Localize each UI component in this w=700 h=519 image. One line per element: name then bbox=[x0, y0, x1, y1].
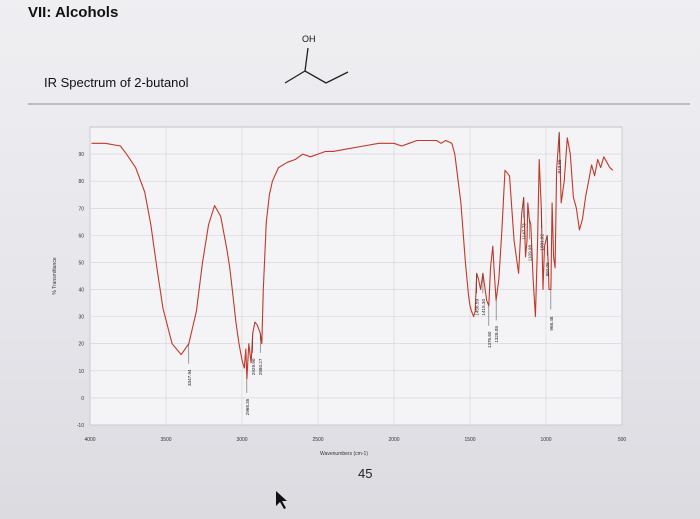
x-tick-label: 3500 bbox=[160, 437, 171, 443]
peak-label: 3347.94 bbox=[187, 369, 192, 386]
y-tick-label: 60 bbox=[78, 233, 84, 239]
y-tick-label: 50 bbox=[78, 260, 84, 266]
peak-label: 1147.73 bbox=[522, 223, 527, 240]
x-axis-label: Wavenumbers (cm-1) bbox=[320, 451, 368, 457]
peak-label: 1415.30 bbox=[481, 299, 486, 316]
y-tick-label: 30 bbox=[78, 315, 84, 321]
page-number: 45 bbox=[358, 466, 373, 481]
y-tick-label: -10 bbox=[77, 423, 84, 429]
peak-label: 1456.59 bbox=[475, 299, 480, 316]
x-tick-label: 3000 bbox=[236, 437, 247, 443]
peak-label: 1376.60 bbox=[487, 331, 492, 348]
peak-label: 2880.27 bbox=[258, 358, 263, 375]
peak-label: 992.05 bbox=[545, 262, 550, 276]
y-tick-label: 20 bbox=[78, 342, 84, 348]
x-tick-label: 2500 bbox=[312, 437, 323, 443]
x-tick-label: 2000 bbox=[388, 437, 399, 443]
molecule-oh-label: OH bbox=[302, 34, 316, 44]
peak-label: 1109.98 bbox=[527, 245, 532, 262]
ir-spectrum-chart: 90 80 70 60 50 40 30 20 10 0 -10 4000 3500 3000 2500 20… bbox=[52, 126, 627, 457]
y-tick-label: 10 bbox=[78, 369, 84, 375]
y-tick-label: 0 bbox=[81, 396, 84, 402]
x-tick-label: 4000 bbox=[84, 437, 95, 443]
peak-label: 1328.08 bbox=[494, 326, 499, 343]
spectrum-subtitle: IR Spectrum of 2-butanol bbox=[44, 75, 189, 90]
x-tick-label: 1500 bbox=[464, 437, 475, 443]
peak-label: 2929.90 bbox=[251, 358, 256, 375]
spectrum-line bbox=[91, 131, 614, 380]
peak-label: 2968.35 bbox=[245, 398, 250, 415]
x-tick-label: 500 bbox=[618, 437, 627, 443]
y-axis-label: % Transmittance bbox=[52, 257, 58, 294]
y-tick-label: 40 bbox=[78, 288, 84, 294]
peak-label: 968.48 bbox=[549, 316, 554, 330]
y-tick-label: 90 bbox=[78, 152, 84, 158]
mouse-pointer-icon bbox=[276, 491, 287, 509]
slide-heading: VII: Alcohols bbox=[28, 4, 119, 21]
y-tick-label: 80 bbox=[78, 179, 84, 185]
peak-label: 1031.92 bbox=[539, 234, 544, 251]
peak-label: 913.55 bbox=[557, 159, 562, 173]
butanol-structure bbox=[284, 47, 349, 84]
y-tick-label: 70 bbox=[78, 206, 84, 212]
x-tick-label: 1000 bbox=[540, 437, 551, 443]
